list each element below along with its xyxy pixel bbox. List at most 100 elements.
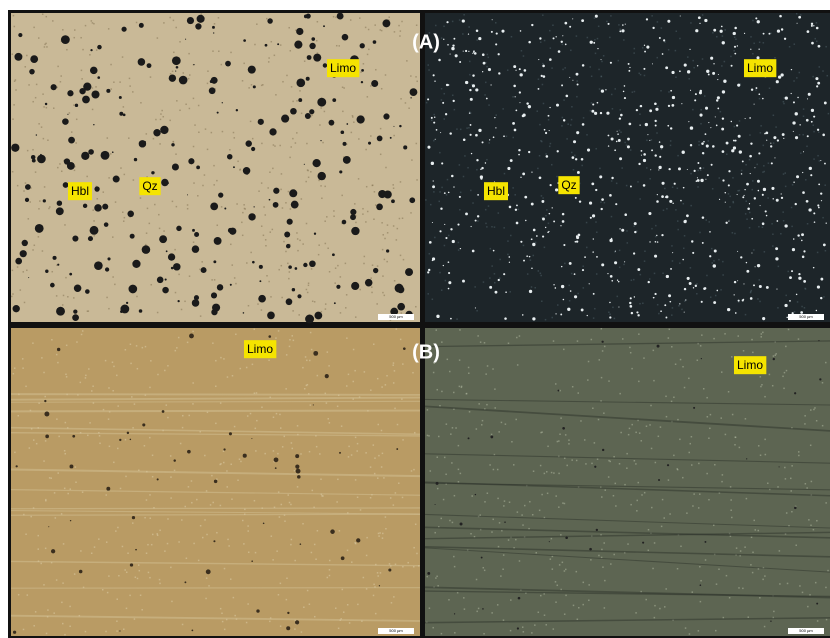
particle xyxy=(750,173,751,174)
grain xyxy=(294,560,296,562)
particle xyxy=(575,158,577,160)
particle xyxy=(823,244,826,247)
grain xyxy=(726,154,728,156)
grain xyxy=(764,396,766,398)
particle xyxy=(674,183,676,185)
grain xyxy=(396,239,398,241)
particle xyxy=(682,151,685,154)
particle xyxy=(213,32,214,33)
grain xyxy=(648,550,650,552)
grain xyxy=(712,32,714,34)
grain xyxy=(686,512,688,514)
grain xyxy=(623,39,625,41)
particle xyxy=(51,84,57,90)
grain xyxy=(814,407,816,409)
grain xyxy=(683,203,685,205)
particle xyxy=(522,314,524,316)
particle xyxy=(749,203,750,204)
grain xyxy=(212,50,214,52)
grain xyxy=(671,346,673,348)
grain xyxy=(290,208,292,210)
grain xyxy=(466,127,468,129)
grain xyxy=(255,450,257,452)
particle xyxy=(555,287,557,289)
grain xyxy=(562,69,564,71)
grain xyxy=(521,50,523,52)
grain xyxy=(446,194,448,196)
grain xyxy=(170,476,172,478)
grain xyxy=(380,128,382,130)
grain xyxy=(759,279,761,281)
particle xyxy=(119,112,123,116)
grain xyxy=(731,356,733,358)
grain xyxy=(646,140,648,142)
grain xyxy=(316,40,318,42)
grain xyxy=(477,335,479,337)
grain xyxy=(515,539,517,541)
grain xyxy=(662,499,664,501)
grain xyxy=(395,492,397,494)
grain xyxy=(193,241,195,243)
particle xyxy=(665,317,667,319)
grain xyxy=(559,390,561,392)
particle xyxy=(798,273,800,275)
particle xyxy=(727,308,730,311)
grain xyxy=(317,21,319,23)
grain xyxy=(702,14,704,16)
grain xyxy=(88,368,90,370)
grain xyxy=(653,380,655,382)
grain xyxy=(132,91,134,93)
grain xyxy=(354,370,356,372)
grain xyxy=(453,392,455,394)
grain xyxy=(269,171,271,173)
grain xyxy=(116,375,118,377)
particle xyxy=(795,136,798,139)
grain xyxy=(32,101,34,103)
grain xyxy=(469,61,471,63)
particle xyxy=(159,235,167,243)
grain xyxy=(386,261,388,263)
particle xyxy=(775,247,778,250)
grain xyxy=(601,76,603,78)
particle xyxy=(526,255,528,257)
grain xyxy=(706,397,708,399)
particle xyxy=(774,157,775,158)
particle xyxy=(539,176,542,179)
grain xyxy=(382,292,384,294)
grain xyxy=(33,439,35,441)
grain xyxy=(329,271,331,273)
particle xyxy=(820,297,822,299)
particle xyxy=(309,109,314,114)
grain xyxy=(609,314,611,316)
particle xyxy=(45,270,48,273)
particle xyxy=(246,172,249,175)
particle xyxy=(549,107,550,108)
particle xyxy=(213,260,216,263)
grain xyxy=(804,423,806,425)
grain xyxy=(477,220,479,222)
grain xyxy=(680,359,682,361)
particle xyxy=(824,163,826,165)
grain xyxy=(11,296,13,298)
grain xyxy=(644,492,646,494)
particle xyxy=(797,23,798,24)
particle xyxy=(820,192,822,194)
grain xyxy=(434,237,436,239)
grain xyxy=(117,527,119,529)
grain xyxy=(366,588,368,590)
grain xyxy=(813,409,815,411)
particle xyxy=(248,66,256,74)
grain xyxy=(370,135,372,137)
grain xyxy=(603,412,605,414)
grain xyxy=(522,524,524,526)
grain xyxy=(608,380,610,382)
particle xyxy=(582,123,585,126)
grain xyxy=(621,167,623,169)
grain xyxy=(256,420,258,422)
particle xyxy=(396,448,398,450)
particle xyxy=(121,27,126,32)
grain xyxy=(429,253,431,255)
grain xyxy=(196,499,198,501)
grain xyxy=(237,480,239,482)
particle xyxy=(356,538,360,542)
